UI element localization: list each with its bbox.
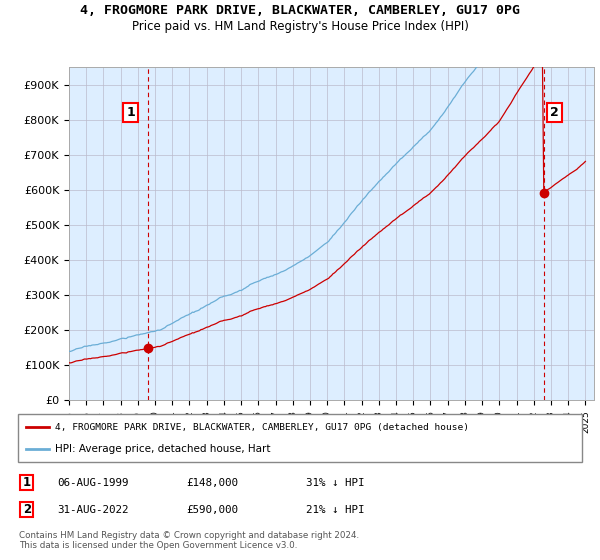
Text: 4, FROGMORE PARK DRIVE, BLACKWATER, CAMBERLEY, GU17 0PG: 4, FROGMORE PARK DRIVE, BLACKWATER, CAMB… <box>80 4 520 17</box>
Text: 1: 1 <box>23 476 31 489</box>
Text: Contains HM Land Registry data © Crown copyright and database right 2024.
This d: Contains HM Land Registry data © Crown c… <box>19 531 359 550</box>
Text: £148,000: £148,000 <box>186 478 238 488</box>
Text: £590,000: £590,000 <box>186 505 238 515</box>
Text: 21% ↓ HPI: 21% ↓ HPI <box>306 505 365 515</box>
Text: 4, FROGMORE PARK DRIVE, BLACKWATER, CAMBERLEY, GU17 0PG (detached house): 4, FROGMORE PARK DRIVE, BLACKWATER, CAMB… <box>55 423 469 432</box>
Text: 31-AUG-2022: 31-AUG-2022 <box>57 505 128 515</box>
Text: Price paid vs. HM Land Registry's House Price Index (HPI): Price paid vs. HM Land Registry's House … <box>131 20 469 33</box>
Text: 2: 2 <box>23 503 31 516</box>
Text: 31% ↓ HPI: 31% ↓ HPI <box>306 478 365 488</box>
Text: 1: 1 <box>126 106 135 119</box>
Text: 2: 2 <box>550 106 559 119</box>
Text: HPI: Average price, detached house, Hart: HPI: Average price, detached house, Hart <box>55 444 270 454</box>
Text: 06-AUG-1999: 06-AUG-1999 <box>57 478 128 488</box>
